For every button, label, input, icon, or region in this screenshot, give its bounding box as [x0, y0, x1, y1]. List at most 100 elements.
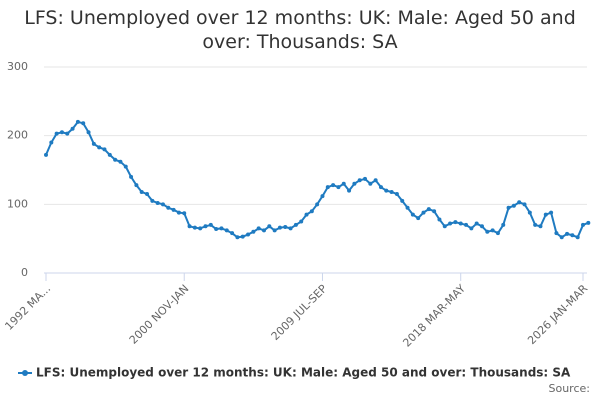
data-point [171, 207, 176, 212]
y-tick-label: 0 [21, 266, 28, 279]
data-point [293, 222, 298, 227]
data-point [187, 224, 192, 229]
data-point [437, 217, 442, 222]
data-point [113, 157, 118, 162]
data-point [277, 225, 282, 230]
series-line [45, 120, 589, 239]
data-point [304, 212, 309, 217]
x-tick-label: 2000 NOV-JAN [127, 282, 192, 347]
data-point [442, 224, 447, 229]
data-point [107, 152, 112, 157]
data-point [198, 226, 203, 231]
data-point [235, 235, 240, 240]
data-point [527, 210, 532, 215]
data-point [155, 200, 160, 205]
data-point [378, 185, 383, 190]
y-tick-label: 200 [7, 129, 28, 142]
data-point [565, 231, 570, 236]
data-point [363, 176, 368, 181]
data-point [65, 131, 70, 136]
data-point [192, 225, 197, 230]
data-point [357, 178, 362, 183]
data-point [134, 183, 139, 188]
data-point [182, 211, 187, 216]
data-point [490, 228, 495, 233]
data-point [554, 231, 559, 236]
data-point [246, 232, 251, 237]
data-point [325, 185, 330, 190]
data-point [59, 130, 64, 135]
data-point [394, 192, 399, 197]
data-point [118, 159, 123, 164]
data-point [145, 192, 150, 197]
data-point [272, 228, 277, 233]
data-point [347, 188, 352, 193]
data-point [283, 224, 288, 229]
legend-marker [22, 370, 28, 376]
data-point [309, 209, 314, 214]
data-point [240, 234, 245, 239]
data-point [586, 220, 591, 225]
x-tick-label: 2026 JAN-MAR [525, 282, 590, 347]
data-point [219, 226, 224, 231]
data-point [511, 203, 516, 208]
data-point [230, 231, 235, 236]
data-point [581, 222, 585, 227]
data-point [203, 224, 208, 229]
data-point [97, 145, 102, 150]
data-point [373, 178, 378, 183]
data-point [426, 207, 431, 212]
data-point [208, 222, 213, 227]
source-label: Source: [549, 382, 591, 395]
data-point [479, 224, 484, 229]
data-point [517, 200, 522, 205]
data-point [315, 202, 320, 207]
data-point [485, 229, 490, 234]
data-point [389, 189, 394, 194]
data-point [44, 152, 48, 157]
data-point [299, 219, 304, 224]
data-point [474, 221, 479, 226]
data-point [501, 222, 506, 227]
data-point [559, 235, 564, 240]
data-point [549, 210, 554, 215]
data-point [336, 185, 341, 190]
data-point [506, 205, 511, 210]
data-point [251, 229, 256, 234]
data-point [538, 224, 543, 229]
data-point [495, 231, 500, 236]
data-point [453, 220, 458, 225]
data-point [54, 131, 59, 136]
data-point [320, 194, 325, 199]
data-point [49, 140, 54, 145]
data-point [410, 212, 415, 217]
data-point [70, 126, 75, 131]
data-point [533, 222, 538, 227]
legend-label: LFS: Unemployed over 12 months: UK: Male… [36, 366, 571, 380]
data-point [522, 202, 527, 207]
data-point [86, 130, 91, 135]
data-point [91, 141, 96, 146]
data-point [421, 210, 426, 215]
x-tick-label: 1992 MA... [2, 282, 53, 333]
data-point [75, 119, 80, 124]
data-point [267, 224, 272, 229]
y-tick-label: 100 [7, 197, 28, 210]
data-point [166, 205, 171, 210]
y-tick-label: 300 [7, 60, 28, 73]
data-point [129, 174, 134, 179]
data-point [543, 212, 548, 217]
data-point [352, 181, 357, 186]
data-point [214, 227, 219, 232]
data-point [256, 226, 261, 231]
data-point [81, 121, 86, 126]
data-point [261, 228, 266, 233]
data-point [432, 209, 437, 214]
data-point [288, 226, 293, 231]
data-point [224, 228, 229, 233]
chart-title: LFS: Unemployed over 12 months: UK: Male… [24, 7, 576, 53]
data-point [123, 164, 128, 169]
data-point [176, 210, 181, 215]
